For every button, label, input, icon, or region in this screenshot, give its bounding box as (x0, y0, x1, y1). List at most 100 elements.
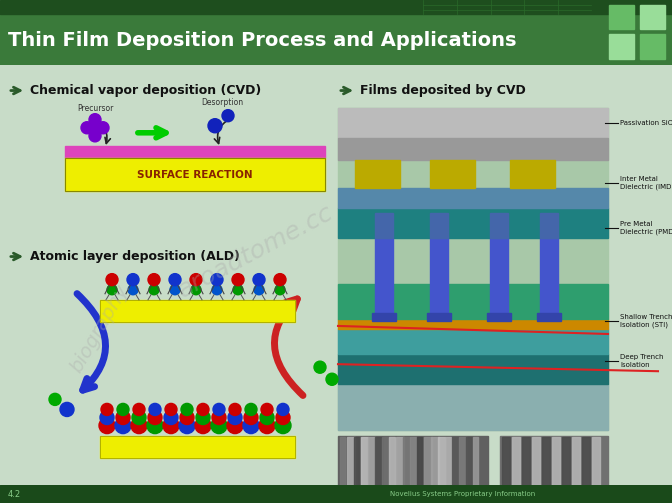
Text: Inter Metal
Dielectric (IMD): Inter Metal Dielectric (IMD) (620, 176, 672, 190)
Circle shape (212, 285, 222, 295)
Circle shape (106, 274, 118, 286)
Circle shape (275, 285, 285, 295)
Bar (540, 213, 558, 238)
Circle shape (107, 285, 117, 295)
Bar (368, 437, 375, 487)
Circle shape (132, 410, 146, 425)
Text: Desorption: Desorption (201, 98, 243, 107)
Bar (338, 436, 488, 488)
Bar (100, 300, 295, 322)
Text: Pre Metal
Dielectric (PMD): Pre Metal Dielectric (PMD) (620, 221, 672, 235)
Circle shape (163, 417, 179, 434)
Circle shape (170, 285, 180, 295)
Circle shape (254, 285, 264, 295)
Text: Novelius Systems Proprietary Information: Novelius Systems Proprietary Information (390, 491, 535, 497)
Circle shape (181, 403, 193, 415)
Circle shape (196, 410, 210, 425)
Bar (338, 108, 608, 138)
Bar (500, 436, 608, 488)
Circle shape (190, 274, 202, 286)
Bar (532, 437, 540, 487)
Bar (510, 160, 555, 188)
Circle shape (115, 417, 131, 434)
Circle shape (195, 417, 211, 434)
Bar (512, 437, 520, 487)
Bar (396, 437, 404, 487)
Circle shape (253, 274, 265, 286)
Bar (340, 437, 345, 487)
Circle shape (127, 274, 139, 286)
Circle shape (133, 403, 145, 415)
Bar (0, 15, 672, 65)
Bar (490, 238, 508, 319)
Bar (375, 437, 383, 487)
Circle shape (275, 417, 291, 434)
Bar (389, 437, 395, 487)
Bar (338, 108, 608, 430)
Text: 4.2: 4.2 (8, 490, 22, 498)
Circle shape (243, 417, 259, 434)
Circle shape (276, 410, 290, 425)
Circle shape (213, 403, 225, 415)
Text: Passivation SiO₂: Passivation SiO₂ (620, 120, 672, 126)
Circle shape (89, 130, 101, 142)
Text: Deep Trench
Isolation: Deep Trench Isolation (620, 355, 663, 368)
Circle shape (148, 274, 160, 286)
Circle shape (211, 274, 223, 286)
Bar (572, 437, 580, 487)
Circle shape (227, 417, 243, 434)
Text: biography.: biography. (67, 278, 135, 376)
Bar (430, 160, 475, 188)
Bar (459, 437, 467, 487)
Bar (592, 437, 600, 487)
Circle shape (222, 110, 234, 122)
Circle shape (180, 410, 194, 425)
Bar (430, 238, 448, 319)
Text: Thin Film Deposition Process and Applications: Thin Film Deposition Process and Applica… (8, 31, 517, 50)
Circle shape (147, 417, 163, 434)
Bar (382, 437, 390, 487)
Bar (338, 319, 608, 329)
Circle shape (212, 410, 226, 425)
Bar (65, 146, 325, 158)
Bar (372, 313, 396, 321)
Bar (427, 313, 451, 321)
Circle shape (277, 403, 289, 415)
Circle shape (244, 410, 258, 425)
Bar (375, 213, 393, 238)
Bar (466, 437, 472, 487)
Circle shape (89, 122, 101, 134)
Bar (375, 238, 393, 319)
Bar (100, 300, 295, 322)
Circle shape (100, 410, 114, 425)
Bar (609, 34, 634, 59)
Bar (445, 437, 451, 487)
Bar (542, 437, 550, 487)
Bar (609, 5, 634, 30)
Bar (640, 5, 665, 30)
Bar (424, 437, 432, 487)
Circle shape (261, 403, 273, 415)
Bar (438, 437, 445, 487)
Bar (338, 208, 608, 238)
Bar (540, 238, 558, 319)
Bar (473, 437, 478, 487)
Circle shape (128, 285, 138, 295)
Circle shape (179, 417, 195, 434)
Circle shape (60, 402, 74, 416)
Text: Shallow Trench
Isolation (STI): Shallow Trench Isolation (STI) (620, 314, 672, 328)
Bar (338, 384, 608, 430)
Text: Chemical vapor deposition (CVD): Chemical vapor deposition (CVD) (30, 84, 261, 97)
Circle shape (229, 403, 241, 415)
Bar (100, 436, 295, 458)
Text: Precursor: Precursor (77, 104, 113, 113)
Circle shape (211, 417, 227, 434)
Bar (338, 138, 608, 160)
Circle shape (165, 403, 177, 415)
Circle shape (245, 403, 257, 415)
Circle shape (259, 417, 275, 434)
Bar (100, 436, 295, 458)
Bar (552, 437, 560, 487)
Bar (487, 313, 511, 321)
Bar (452, 437, 459, 487)
